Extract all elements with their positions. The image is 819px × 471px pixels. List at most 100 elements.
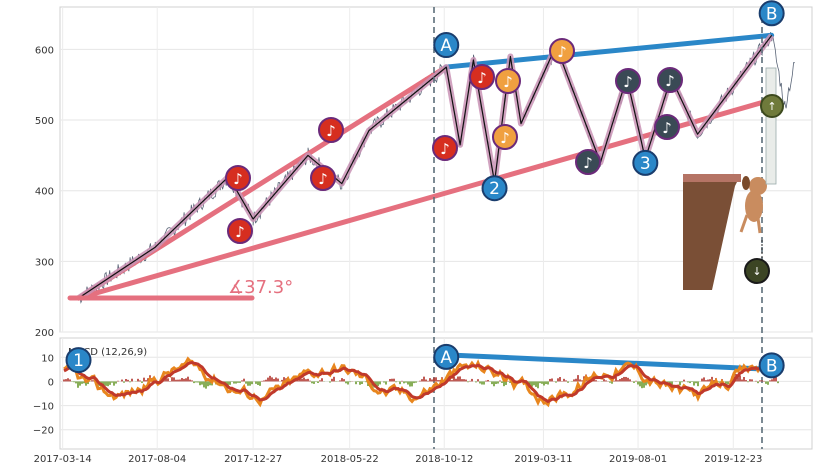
histogram-bar (171, 377, 173, 382)
histogram-bar (743, 377, 745, 382)
point-marker-3: 3 (632, 149, 659, 176)
histogram-bar (763, 380, 765, 382)
histogram-bar (533, 381, 535, 386)
svg-text:♪: ♪ (662, 119, 672, 137)
histogram-bar (567, 381, 569, 383)
histogram-bar (625, 376, 627, 382)
histogram-bar (759, 380, 761, 382)
histogram-bar (183, 378, 185, 382)
histogram-bar (131, 378, 133, 382)
histogram-bar (619, 379, 621, 382)
histogram-bar (65, 379, 67, 382)
histogram-bar (543, 381, 545, 386)
x-ticks: 2017-03-14 2017-08-04 2017-12-27 2018-05-22… (34, 454, 763, 465)
histogram-bar (439, 380, 441, 382)
histogram-bar (501, 381, 503, 383)
histogram-bar (343, 379, 345, 382)
histogram-bar (555, 381, 557, 383)
histogram-bar (259, 381, 261, 386)
price-y-tick: 300 (35, 257, 54, 268)
histogram-bar (187, 376, 189, 382)
histogram-bar (617, 380, 619, 382)
histogram-bar (209, 381, 211, 386)
histogram-bar (713, 380, 715, 382)
histogram-bar (609, 381, 611, 383)
histogram-bar (755, 380, 757, 382)
histogram-bar (73, 381, 75, 383)
histogram-bar (257, 381, 259, 385)
histogram-bar (739, 375, 741, 382)
svg-text:♪: ♪ (583, 154, 593, 172)
histogram-bar (671, 381, 673, 386)
histogram-bar (235, 381, 237, 384)
histogram-bar (459, 376, 461, 382)
histogram-bar (227, 381, 229, 387)
point-marker-b: B (758, 0, 785, 27)
histogram-bar (495, 381, 497, 384)
histogram-bar (203, 381, 205, 388)
histogram-bar (627, 377, 629, 382)
pattern-zigzag-core (78, 34, 773, 299)
histogram-bar (635, 380, 637, 382)
histogram-bar (117, 380, 119, 382)
price-y-ticks: 200 300 400 500 600 (35, 45, 54, 339)
histogram-bar (105, 381, 107, 386)
histogram-bar (185, 378, 187, 382)
histogram-bar (305, 379, 307, 382)
histogram-bar (503, 381, 505, 387)
histogram-bar (273, 378, 275, 382)
histogram-bar (487, 379, 489, 382)
dog-illustration (683, 67, 777, 290)
histogram-bar (81, 381, 83, 384)
histogram-bar (125, 378, 127, 382)
histogram-bar (481, 381, 483, 385)
point-marker-a: A (433, 32, 460, 59)
histogram-bar (471, 378, 473, 382)
histogram-bar (261, 380, 263, 382)
histogram-bar (719, 381, 721, 383)
histogram-bar (181, 378, 183, 382)
histogram-bar (775, 377, 777, 382)
svg-text:♪: ♪ (665, 72, 675, 90)
histogram-bar (431, 379, 433, 382)
histogram-bar (479, 381, 481, 384)
histogram-bar (379, 381, 381, 385)
histogram-bar (641, 381, 643, 389)
histogram-bar (341, 378, 343, 382)
macd-divergence-line (443, 352, 775, 372)
histogram-bar (629, 379, 631, 382)
histogram-bar (419, 380, 421, 382)
price-y-tick: 200 (35, 328, 54, 339)
histogram-bar (577, 375, 579, 382)
svg-text:♪: ♪ (233, 170, 243, 188)
histogram-bar (509, 381, 511, 383)
histogram-bar (537, 381, 539, 389)
music-note-icon: ♪ (318, 117, 344, 143)
x-tick: 2018-10-12 (415, 454, 473, 465)
price-y-tick: 500 (35, 116, 54, 127)
histogram-bar (233, 381, 235, 384)
histogram-bar (551, 378, 553, 382)
music-note-icon: ♪ (657, 67, 683, 93)
svg-text:♪: ♪ (235, 223, 245, 241)
histogram-bar (243, 378, 245, 382)
histogram-bar (705, 380, 707, 382)
histogram-bar (127, 379, 129, 382)
histogram-bar (757, 381, 759, 384)
histogram-bar (413, 381, 415, 384)
histogram-bar (745, 380, 747, 382)
histogram-bar (239, 381, 241, 383)
histogram-bar (359, 381, 361, 385)
histogram-bar (173, 377, 175, 382)
histogram-bar (333, 376, 335, 382)
histogram-bar (557, 378, 559, 382)
histogram-bar (317, 381, 319, 383)
markers: 1 2 3 A B A B ♪ ♪ ♪ ♪ ♪ ♪ ♪ ♪ ♪ ♪ ♪ ♪ ♪ (65, 0, 785, 379)
histogram-bar (485, 380, 487, 382)
svg-text:♪: ♪ (440, 140, 450, 158)
histogram-bar (491, 381, 493, 385)
svg-text:♪: ♪ (318, 170, 328, 188)
histogram-bar (435, 377, 437, 382)
histogram-bar (465, 379, 467, 382)
histogram-bar (87, 381, 89, 385)
